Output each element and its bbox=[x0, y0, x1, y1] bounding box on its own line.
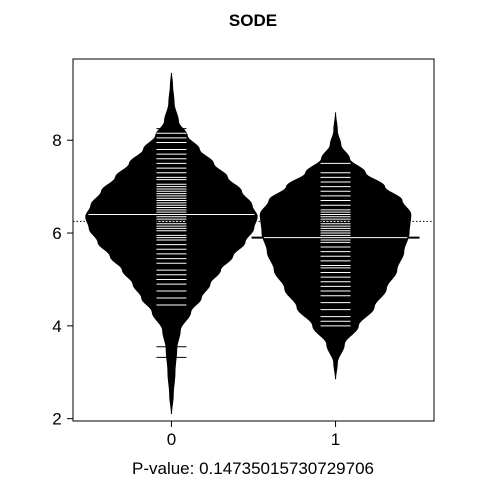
chart-title: SODE bbox=[229, 11, 277, 30]
x-tick-label-1: 1 bbox=[331, 430, 340, 449]
x-axis-label: P-value: 0.14735015730729706 bbox=[132, 459, 374, 478]
bean-shape-0 bbox=[85, 72, 258, 415]
y-tick-label-8: 8 bbox=[52, 131, 61, 150]
y-tick-label-2: 2 bbox=[52, 410, 61, 429]
bean-group-0 bbox=[85, 72, 258, 415]
bean-group-1 bbox=[251, 112, 420, 380]
y-tick-label-4: 4 bbox=[52, 317, 61, 336]
x-tick-label-0: 0 bbox=[167, 430, 176, 449]
y-tick-label-6: 6 bbox=[52, 224, 61, 243]
bean-shape-1 bbox=[259, 112, 412, 380]
plot-frame bbox=[72, 58, 435, 422]
axes: 2 4 6 8 0 1 bbox=[52, 131, 340, 449]
plot-area bbox=[73, 72, 434, 415]
